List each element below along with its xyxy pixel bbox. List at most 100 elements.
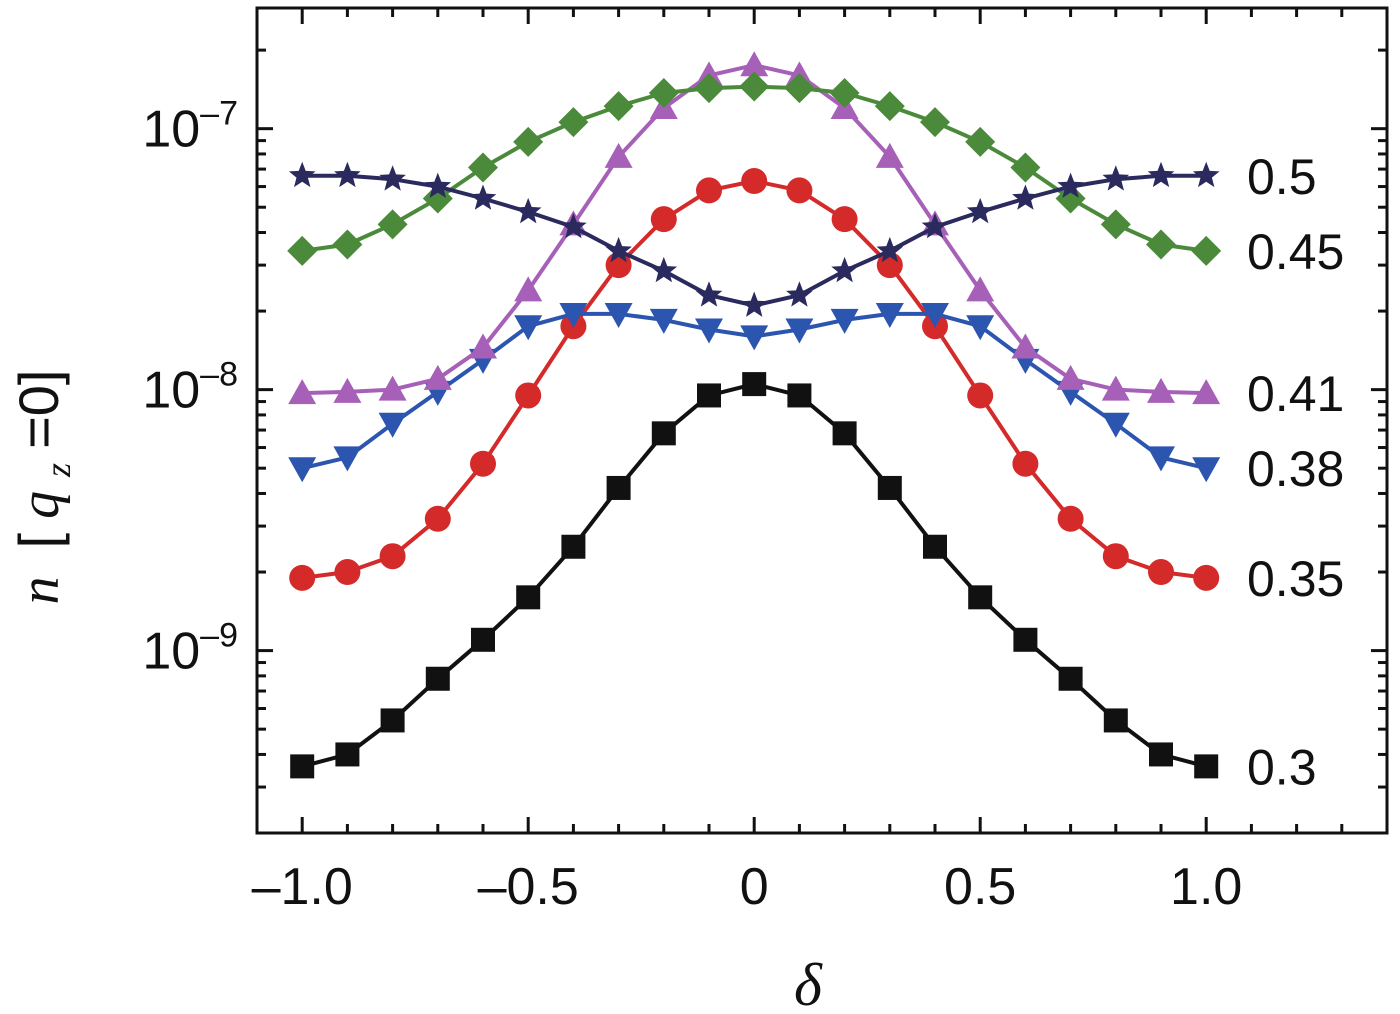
data-point-circle [741,168,768,195]
data-point-circle [1148,559,1174,586]
data-point-triangle-down [649,308,678,334]
data-point-triangle-down [1101,412,1130,438]
data-point-diamond [287,235,318,266]
data-point-circle [1057,505,1084,532]
data-point-triangle-down [1192,457,1221,483]
series-label: 0.38 [1247,441,1344,497]
data-point-diamond [332,229,363,260]
series-0-3 [290,372,1219,779]
data-point-star [1102,165,1130,191]
y-tick-label: 10–8 [142,356,238,420]
data-point-circle [470,450,496,477]
series-label: 0.3 [1247,739,1317,795]
data-point-square [787,383,812,408]
data-point-star [514,197,542,224]
data-point-diamond [829,77,860,108]
data-point-triangle-up [740,51,769,77]
y-tick-label-exponent: –7 [200,95,238,133]
data-point-square [923,534,947,559]
data-point-circle [696,177,722,204]
data-point-diamond [558,107,589,138]
y-axis-title-n: n [9,576,71,604]
data-point-square [968,585,993,610]
series-labels: 0.3 0.35 0.38 0.41 0.45 0.5 [1247,149,1344,796]
data-point-diamond [1010,152,1041,183]
data-point-diamond [603,91,634,122]
data-point-star [1192,161,1220,188]
data-point-star [1012,184,1039,210]
data-point-diamond [784,73,815,104]
data-point-diamond [513,126,544,157]
series-label: 0.45 [1247,224,1344,280]
data-point-triangle-down [378,412,407,438]
data-point-square [1149,742,1173,767]
data-point-circle [289,564,316,591]
data-point-diamond [739,71,770,102]
x-tick-label: 0 [740,858,769,916]
data-point-triangle-up [423,364,452,390]
data-point-star [288,161,316,188]
series-0-5 [288,161,1220,317]
y-axis-title-sub: z [38,463,78,478]
data-point-square [516,585,541,610]
data-point-triangle-up [966,276,995,302]
data-point-diamond [1055,183,1086,214]
series-group [287,51,1222,779]
data-point-triangle-up [1056,364,1085,390]
y-axis-title: n [ q z =0] [7,370,83,605]
data-point-star [560,213,587,239]
plot-border [255,6,1389,835]
data-point-square [1103,708,1128,733]
data-point-triangle-up [469,333,497,359]
data-point-triangle-down [695,318,723,344]
data-point-star [1057,172,1084,198]
y-tick-label-base: 10 [142,623,200,681]
series-0-45 [287,71,1222,266]
data-point-circle [379,543,406,570]
data-point-square [877,475,902,500]
data-point-triangle-up [1192,379,1221,405]
data-point-circle [515,382,542,409]
data-point-diamond [1146,229,1176,260]
data-point-triangle-down [333,446,362,472]
data-point-star [424,172,452,198]
data-point-square [606,475,631,500]
y-tick-label: 10–9 [142,617,238,681]
y-axis-title-q: q [9,491,71,519]
data-point-square [290,754,315,779]
data-point-square [742,372,767,397]
x-tick-label: –1.0 [252,858,353,916]
data-point-star [1147,161,1175,188]
data-point-star [334,161,361,188]
data-point-star [650,256,678,283]
data-point-triangle-down [1147,446,1175,472]
data-point-star [469,184,497,210]
data-point-triangle-down [740,325,769,351]
data-point-triangle-down [288,457,317,483]
data-point-circle [424,505,451,532]
data-point-square [697,383,721,408]
data-point-triangle-up [1101,375,1130,401]
series-label: 0.41 [1247,366,1344,422]
data-point-triangle-down [604,302,633,328]
data-point-circle [1012,450,1039,477]
series-label: 0.35 [1247,551,1344,607]
data-point-triangle-down [966,315,995,341]
data-point-square [651,421,676,446]
y-tick-label: 10–7 [142,95,238,159]
y-tick-labels: 10–910–810–7 [142,95,238,681]
data-point-diamond [1191,235,1222,266]
data-point-diamond [468,152,498,183]
x-tick-label: 0.5 [944,858,1016,916]
data-point-star [379,165,406,191]
data-point-square [1013,627,1038,652]
data-point-diamond [1100,209,1131,240]
data-point-circle [786,177,813,204]
y-axis-title-rest: =0] [7,370,70,449]
y-axis-title-bracket: [ [7,532,70,548]
data-point-triangle-up [514,276,543,302]
data-point-circle [650,206,677,233]
series-label: 0.5 [1247,149,1317,205]
data-point-circle [334,559,361,586]
